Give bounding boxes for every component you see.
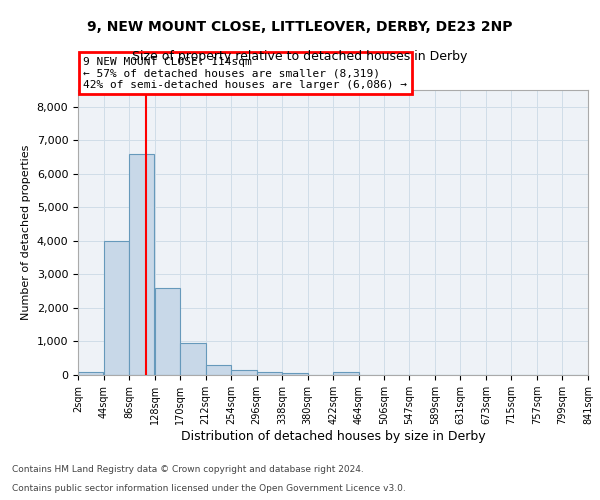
X-axis label: Distribution of detached houses by size in Derby: Distribution of detached houses by size … (181, 430, 485, 443)
Bar (283, 374, 308, 375)
Bar (206, 364, 231, 375)
Bar (257, 372, 282, 375)
Y-axis label: Number of detached properties: Number of detached properties (21, 145, 31, 320)
Bar (78, 372, 103, 375)
Text: Size of property relative to detached houses in Derby: Size of property relative to detached ho… (133, 50, 467, 63)
Bar (155, 288, 180, 375)
Text: Contains HM Land Registry data © Crown copyright and database right 2024.: Contains HM Land Registry data © Crown c… (12, 466, 364, 474)
Bar (129, 154, 154, 375)
Bar (104, 241, 129, 375)
Text: 9, NEW MOUNT CLOSE, LITTLEOVER, DERBY, DE23 2NP: 9, NEW MOUNT CLOSE, LITTLEOVER, DERBY, D… (87, 20, 513, 34)
Text: 9 NEW MOUNT CLOSE: 114sqm
← 57% of detached houses are smaller (8,319)
42% of se: 9 NEW MOUNT CLOSE: 114sqm ← 57% of detac… (83, 57, 407, 90)
Bar (232, 370, 257, 375)
Text: Contains public sector information licensed under the Open Government Licence v3: Contains public sector information licen… (12, 484, 406, 493)
Bar (334, 372, 359, 375)
Bar (180, 343, 205, 375)
